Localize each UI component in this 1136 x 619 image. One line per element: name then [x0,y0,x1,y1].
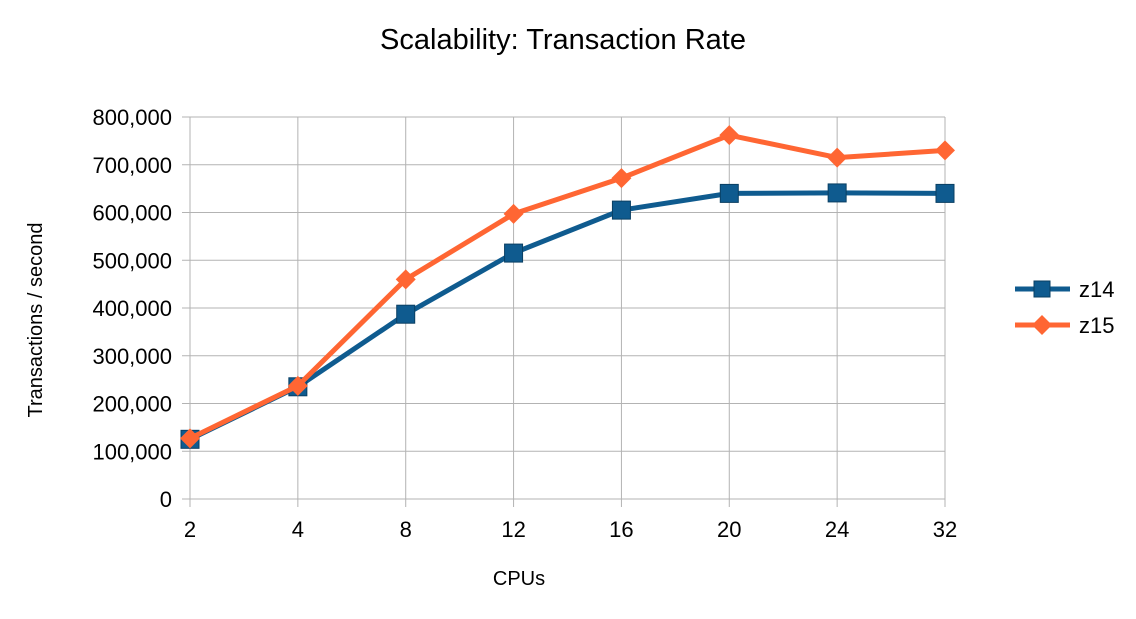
x-tick-label: 24 [825,517,849,542]
series-layer [180,125,955,449]
x-tick-label: 32 [933,517,957,542]
y-tick-label: 300,000 [92,344,172,369]
data-point-z14 [611,200,631,220]
legend-label: z14 [1079,277,1114,302]
x-axis-label: CPUs [493,568,545,590]
legend-label: z15 [1079,313,1114,338]
x-tick-label: 12 [501,517,525,542]
legend-marker-diamond [1032,315,1052,335]
x-tick-label: 16 [609,517,633,542]
y-tick-label: 600,000 [92,201,172,226]
series-z14 [180,183,955,449]
data-point-z15 [935,140,955,161]
data-point-z14 [719,183,739,203]
grid-layer [189,116,946,507]
data-point-z14 [504,243,524,263]
data-point-z14 [396,304,416,324]
data-point-z15 [503,203,524,224]
series-line-z15 [187,132,948,441]
data-point-z14 [827,183,847,203]
x-tick-label: 4 [292,517,304,542]
y-tick-label: 400,000 [92,296,172,321]
series-line-z14 [187,190,948,442]
data-point-z15 [827,147,848,168]
y-tick-label: 100,000 [92,439,172,464]
legend-item-z14: z14 [1015,277,1114,302]
data-point-z15 [180,428,200,449]
data-point-z15 [287,375,308,396]
x-tick-label: 2 [184,517,196,542]
data-point-z14 [935,183,955,203]
axis-layer: 0 100,000 200,000 300,000 400,000 500,000 600,… [92,105,957,542]
data-point-z15 [719,125,740,146]
y-tick-label: 700,000 [92,153,172,178]
y-axis-label: Transactions / second [25,223,47,418]
y-tick-label: 200,000 [92,392,172,417]
data-point-z15 [611,168,632,189]
chart-title: Scalability: Transaction Rate [380,24,746,56]
y-tick-label: 800,000 [92,105,172,130]
legend-item-z15: z15 [1015,313,1114,338]
y-tick-label: 500,000 [92,248,172,273]
data-point-z15 [395,269,416,290]
y-tick-label: 0 [160,487,172,512]
x-tick-label: 8 [400,517,412,542]
x-tick-label: 20 [717,517,741,542]
legend-marker-square [1033,280,1051,298]
series-z15 [180,125,955,449]
